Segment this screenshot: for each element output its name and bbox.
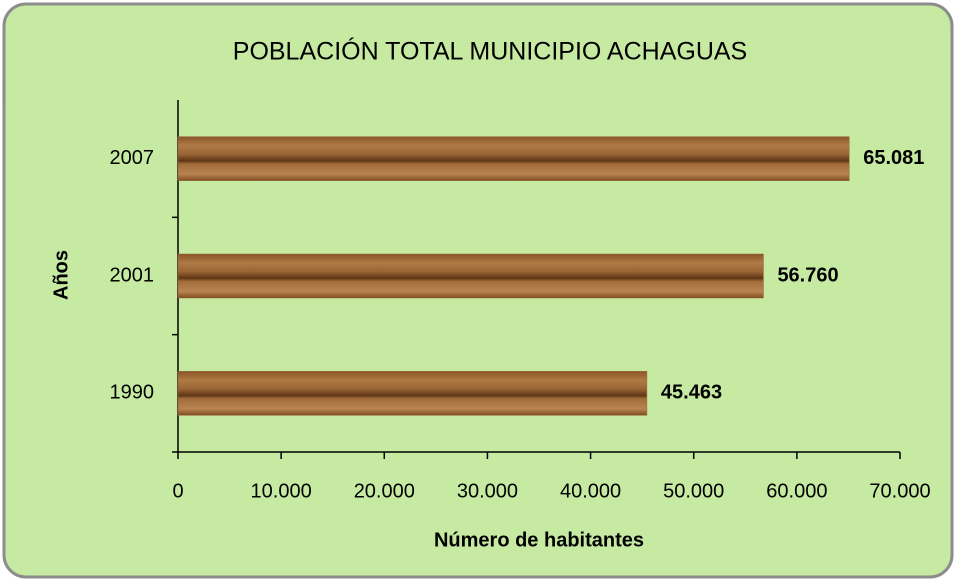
x-tick-label: 40.000: [560, 480, 621, 502]
x-tick-label: 70.000: [869, 480, 930, 502]
y-tick-label: 1990: [110, 382, 155, 404]
data-label: 45.463: [661, 382, 722, 404]
x-tick-label: 0: [172, 480, 183, 502]
bar: [177, 253, 764, 299]
x-axis-label: Número de habitantes: [434, 529, 644, 551]
x-tick-label: 60.000: [766, 480, 827, 502]
chart-title: POBLACIÓN TOTAL MUNICIPIO ACHAGUAS: [233, 37, 747, 66]
y-tick-label: 2007: [110, 147, 155, 169]
x-tick-label: 30.000: [457, 480, 518, 502]
data-label: 56.760: [777, 264, 838, 286]
x-tick-label: 10.000: [251, 480, 312, 502]
y-axis-label: Años: [50, 250, 72, 300]
x-tick-label: 50.000: [663, 480, 724, 502]
bar: [177, 136, 850, 181]
data-label: 65.081: [863, 147, 924, 169]
y-tick-label: 2001: [110, 264, 155, 286]
x-tick-label: 20.000: [354, 480, 415, 502]
bar: [177, 371, 648, 416]
